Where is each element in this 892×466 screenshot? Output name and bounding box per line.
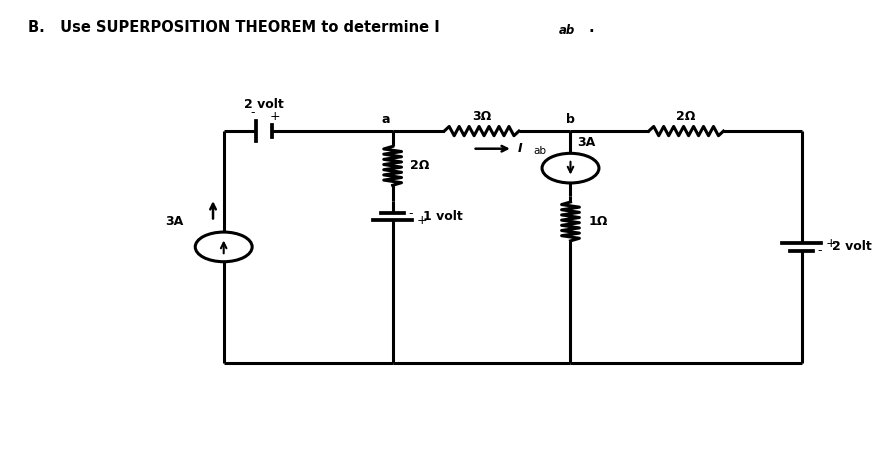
Text: b: b — [566, 112, 575, 125]
Text: 1 volt: 1 volt — [423, 210, 463, 223]
Text: 3A: 3A — [578, 136, 596, 149]
Text: +: + — [826, 237, 837, 250]
Text: 3Ω: 3Ω — [472, 110, 491, 123]
Text: 2Ω: 2Ω — [676, 110, 696, 123]
Text: 2Ω: 2Ω — [410, 159, 430, 172]
Text: 2 volt: 2 volt — [244, 98, 284, 111]
Text: I: I — [518, 142, 523, 155]
Text: 1Ω: 1Ω — [589, 215, 607, 228]
Text: ab: ab — [559, 24, 575, 37]
Text: -: - — [409, 206, 413, 219]
Text: B.   Use SUPERPOSITION THEOREM to determine I: B. Use SUPERPOSITION THEOREM to determin… — [28, 20, 440, 35]
Text: 3A: 3A — [165, 215, 184, 228]
Text: 2 volt: 2 volt — [832, 240, 871, 254]
Text: .: . — [589, 20, 594, 35]
Text: a: a — [381, 112, 390, 125]
Text: -: - — [818, 244, 822, 257]
Text: +: + — [270, 110, 281, 123]
Text: ab: ab — [533, 146, 546, 157]
Text: +: + — [417, 214, 427, 227]
Text: -: - — [250, 106, 254, 119]
